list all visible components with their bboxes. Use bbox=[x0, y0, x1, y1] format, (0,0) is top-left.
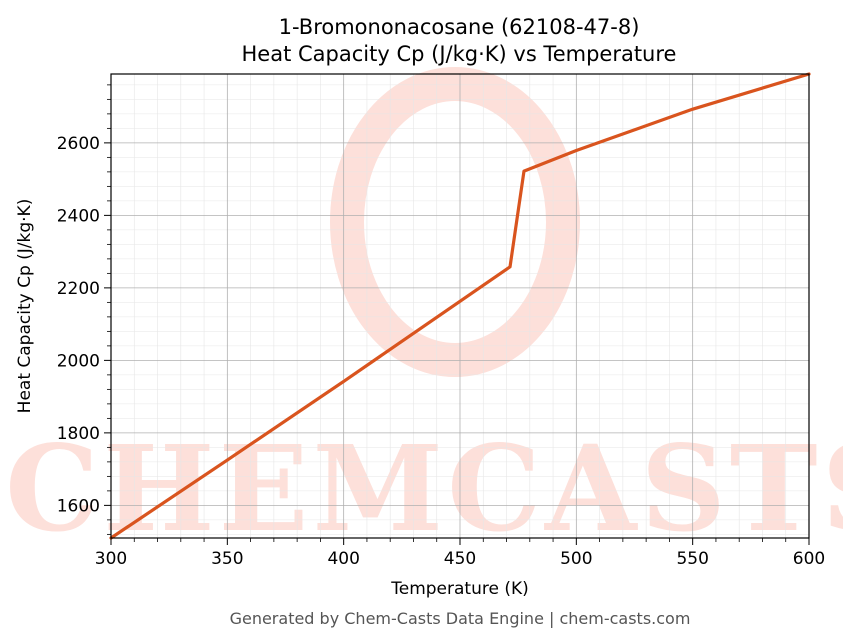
y-tick-label: 2000 bbox=[57, 351, 100, 371]
y-tick-label: 2600 bbox=[57, 134, 100, 154]
x-axis-label: Temperature (K) bbox=[390, 579, 529, 599]
footer-credit: Generated by Chem-Casts Data Engine | ch… bbox=[230, 609, 691, 628]
x-tick-label: 400 bbox=[327, 549, 359, 569]
tick-labels: 300 350 400 450 500 550 600 1600 1800 2000 2200 240… bbox=[57, 134, 825, 569]
x-tick-label: 300 bbox=[95, 549, 127, 569]
y-tick-label: 2400 bbox=[57, 206, 100, 226]
x-tick-label: 450 bbox=[444, 549, 476, 569]
chart-title-line1: 1-Bromononacosane (62108-47-8) bbox=[279, 15, 640, 39]
y-tick-label: 1800 bbox=[57, 424, 100, 444]
series-layer bbox=[109, 72, 811, 540]
chemcasts-watermark: CHEMCASTS bbox=[5, 67, 843, 558]
watermark-logo-ring bbox=[330, 67, 580, 377]
x-tick-label: 600 bbox=[793, 549, 825, 569]
y-axis-label: Heat Capacity Cp (J/kg·K) bbox=[15, 199, 35, 414]
x-tick-label: 550 bbox=[676, 549, 708, 569]
y-tick-label: 1600 bbox=[57, 496, 100, 516]
x-tick-label: 500 bbox=[560, 549, 592, 569]
chart-title-line2: Heat Capacity Cp (J/kg·K) vs Temperature bbox=[242, 42, 677, 66]
axis-ticks bbox=[104, 84, 810, 545]
x-tick-label: 350 bbox=[211, 549, 243, 569]
cp-series-line bbox=[109, 72, 811, 540]
watermark-text: CHEMCASTS bbox=[5, 419, 843, 558]
y-tick-label: 2200 bbox=[57, 279, 100, 299]
